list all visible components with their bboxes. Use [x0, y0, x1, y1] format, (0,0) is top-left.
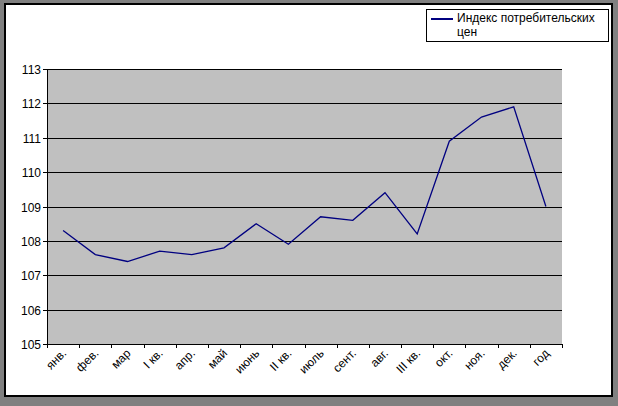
chart-panel: 105 106 107 108 109 110 111 112 113 янв.фев. мар I …: [4, 3, 613, 397]
x-tick-label: май: [205, 346, 230, 371]
y-tick-label: 110: [22, 166, 41, 180]
x-tick-label: июль: [297, 346, 327, 376]
x-tick-label: год: [530, 346, 552, 368]
x-tick-label: сент.: [330, 346, 359, 375]
x-tick-label: II кв.: [267, 346, 295, 374]
legend-line-icon: [431, 18, 453, 20]
x-tick-label: ноя.: [461, 346, 487, 372]
x-tick-label: III кв.: [393, 346, 423, 376]
x-tick-label: дек.: [494, 346, 520, 372]
chart-canvas: 105 106 107 108 109 110 111 112 113 янв.фев. мар I …: [6, 5, 611, 395]
plot-area: [47, 69, 562, 344]
y-tick-label: 107: [21, 269, 41, 283]
x-tick-label: фев.: [73, 346, 101, 374]
x-tick-label: мар: [108, 346, 133, 371]
x-tick-label: янв.: [43, 346, 69, 372]
y-tick-label: 105: [21, 338, 41, 352]
y-tick-label: 106: [21, 304, 41, 318]
y-tick-label: 111: [23, 132, 42, 146]
y-tick-label: 112: [22, 97, 41, 111]
y-tick-label: 108: [21, 235, 41, 249]
legend[interactable]: Индекс потребительских цен: [426, 9, 609, 42]
x-tick-label: I кв.: [141, 346, 166, 371]
x-tick-label: июнь: [232, 346, 262, 376]
legend-label: Индекс потребительских цен: [457, 11, 605, 39]
y-tick-label: 109: [21, 201, 41, 215]
x-tick-label: окт.: [432, 346, 456, 370]
screenshot-root: { "window": { "surround_color": "#808080…: [0, 0, 618, 406]
x-tick-label: авг.: [368, 346, 392, 370]
x-tick-label: апр.: [172, 346, 198, 372]
y-tick-label: 113: [22, 63, 41, 77]
